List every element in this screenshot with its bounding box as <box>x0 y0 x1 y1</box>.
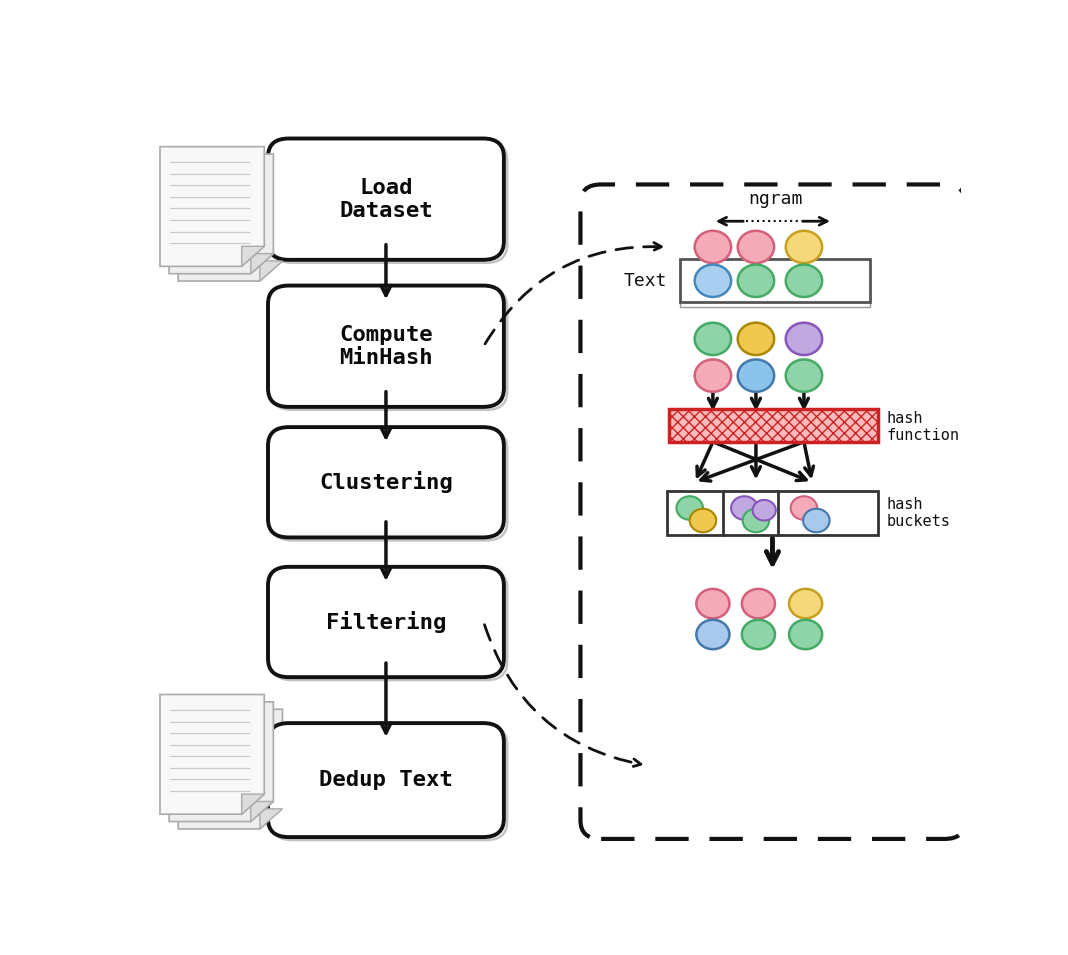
Text: Compute
MinHash: Compute MinHash <box>340 325 433 368</box>
Circle shape <box>789 620 822 649</box>
Polygon shape <box>169 154 273 274</box>
Circle shape <box>786 359 822 392</box>
Polygon shape <box>241 246 264 266</box>
Polygon shape <box>160 147 264 266</box>
Circle shape <box>790 497 817 520</box>
FancyBboxPatch shape <box>268 427 504 538</box>
Polygon shape <box>251 254 273 274</box>
Circle shape <box>803 509 830 532</box>
Polygon shape <box>241 795 264 815</box>
Circle shape <box>694 231 732 264</box>
Text: Load
Dataset: Load Dataset <box>340 178 433 221</box>
Circle shape <box>694 323 732 355</box>
FancyBboxPatch shape <box>268 286 504 407</box>
Circle shape <box>738 265 774 297</box>
Bar <box>680 265 870 308</box>
Circle shape <box>742 509 769 532</box>
FancyBboxPatch shape <box>268 567 504 677</box>
Circle shape <box>753 499 775 520</box>
Circle shape <box>786 323 822 355</box>
Bar <box>680 260 870 302</box>
Circle shape <box>786 265 822 297</box>
Bar <box>669 409 879 442</box>
Text: ngram: ngram <box>748 190 802 208</box>
Text: Clustering: Clustering <box>319 471 453 494</box>
FancyBboxPatch shape <box>268 723 504 838</box>
Bar <box>668 491 879 535</box>
Circle shape <box>738 323 774 355</box>
Circle shape <box>696 620 729 649</box>
Polygon shape <box>260 261 282 281</box>
Circle shape <box>690 509 717 532</box>
Circle shape <box>732 497 757 520</box>
Polygon shape <box>178 710 282 829</box>
Circle shape <box>676 497 703 520</box>
Circle shape <box>786 231 822 264</box>
Circle shape <box>696 589 729 618</box>
Text: Text: Text <box>624 272 668 289</box>
Polygon shape <box>251 801 273 821</box>
Text: Dedup Text: Dedup Text <box>319 770 453 790</box>
Polygon shape <box>260 809 282 829</box>
Circle shape <box>738 231 774 264</box>
Polygon shape <box>169 702 273 821</box>
Circle shape <box>789 589 822 618</box>
Circle shape <box>694 265 732 297</box>
Circle shape <box>742 620 775 649</box>
Polygon shape <box>160 694 264 815</box>
FancyBboxPatch shape <box>268 138 504 260</box>
Circle shape <box>694 359 732 392</box>
Circle shape <box>738 359 774 392</box>
Circle shape <box>742 589 775 618</box>
Bar <box>669 409 879 442</box>
Polygon shape <box>178 161 282 281</box>
Text: hash
function: hash function <box>886 411 960 443</box>
Text: hash
buckets: hash buckets <box>886 497 951 529</box>
Text: Filtering: Filtering <box>326 611 446 633</box>
